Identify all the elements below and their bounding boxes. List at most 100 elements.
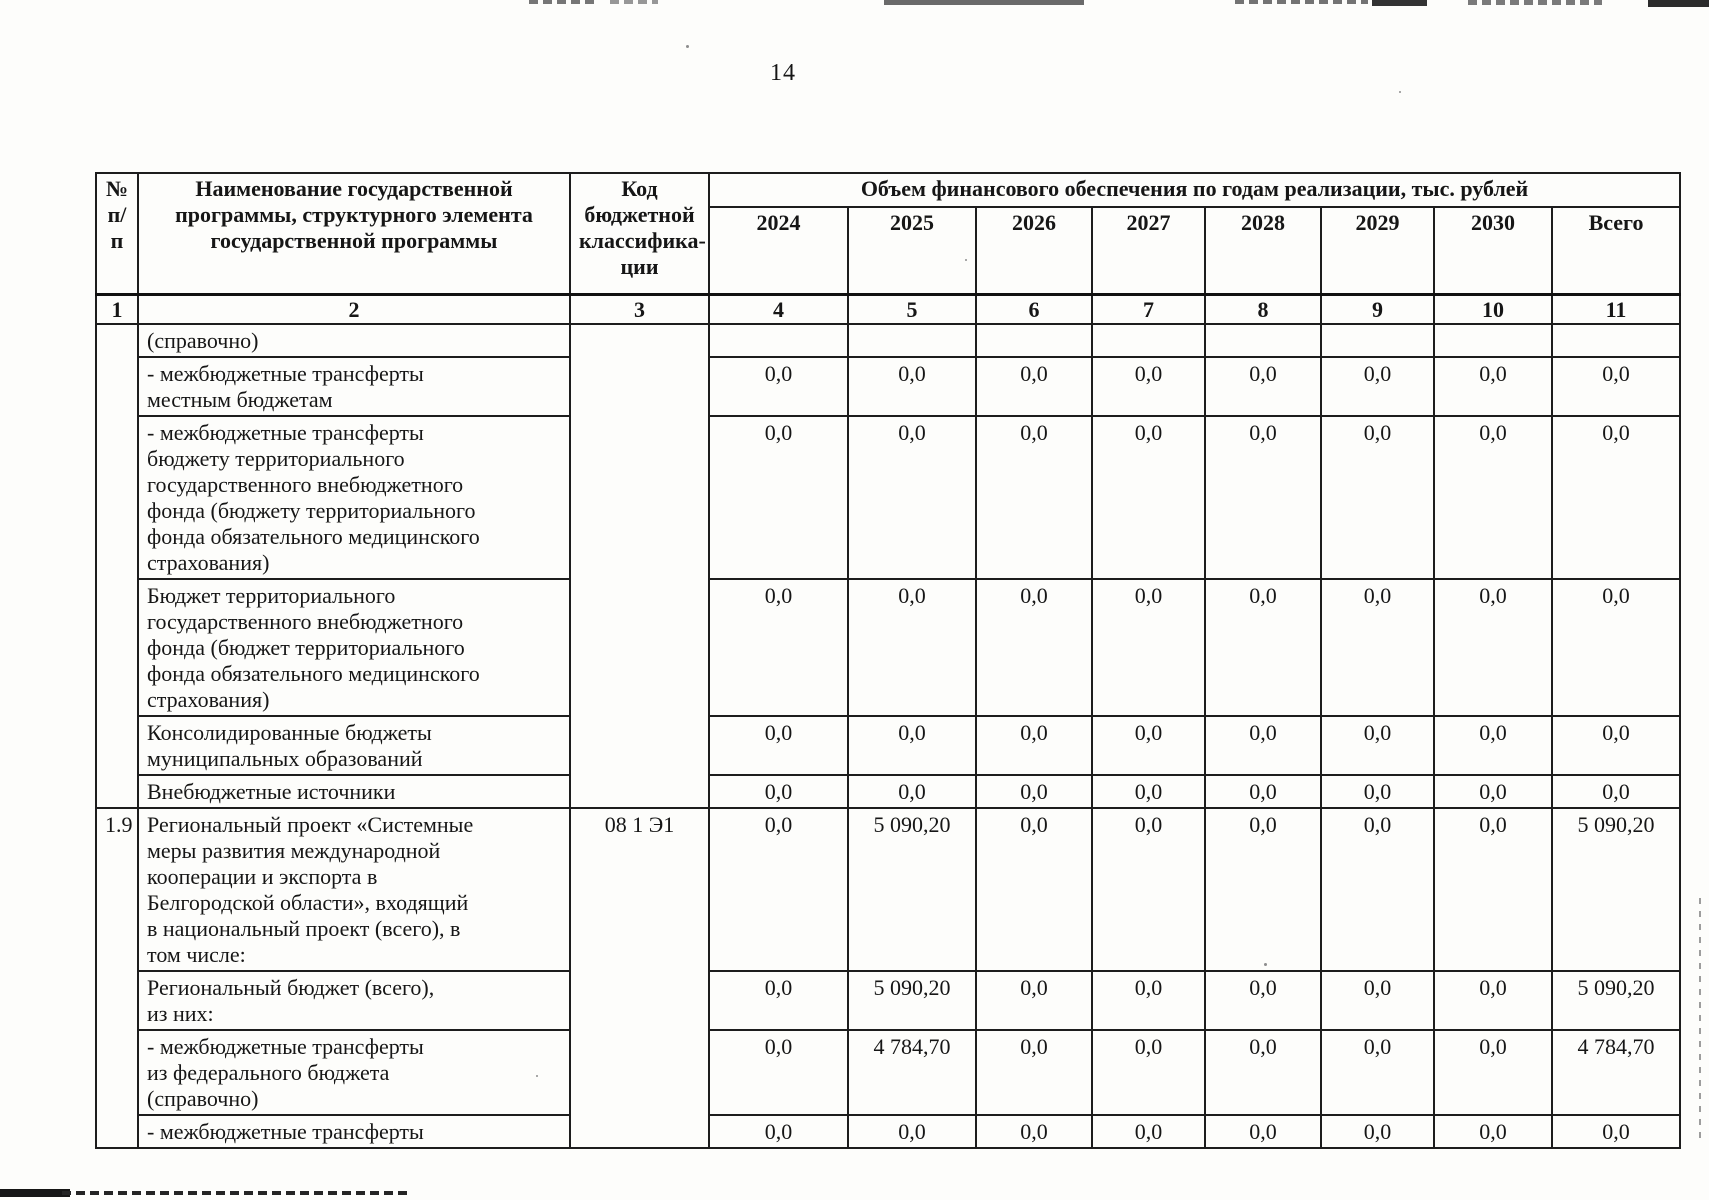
column-index-3: 3	[569, 292, 710, 325]
value-cell: 0,0	[1204, 1113, 1322, 1149]
row-name-cell: - межбюджетные трансферты местным бюджет…	[137, 355, 571, 417]
scan-artifact-top-5	[1372, 0, 1427, 6]
row-name-cell: Внебюджетные источники	[137, 773, 571, 809]
table-row: Внебюджетные источники 0,0 0,0 0,0 0,0 0,0 0,0…	[96, 773, 1682, 809]
value-cell: 0,0	[1091, 355, 1206, 417]
year-header-2029: 2029	[1320, 206, 1435, 295]
table-row: Региональный бюджет (всего), из них: 0,0 5…	[96, 969, 1682, 1031]
value-cell: 0,0	[708, 806, 849, 972]
col-header-name: Наименование государственной программы, …	[137, 172, 571, 295]
value-cell: 0,0	[1433, 577, 1553, 717]
total-value-cell: 0,0	[1550, 714, 1682, 776]
value-cell: 0,0	[1320, 414, 1435, 580]
total-value-cell: 0,0	[1550, 577, 1682, 717]
scan-artifact-top-1	[529, 0, 599, 4]
year-header-2030: 2030	[1433, 206, 1553, 295]
header-row-years: 2024 2025 2026 2027 2028 2029 2030 Всего	[96, 206, 1682, 295]
total-value-cell	[1550, 322, 1682, 358]
value-cell: 0,0	[1320, 773, 1435, 809]
value-cell: 5 090,20	[847, 806, 977, 972]
column-index-4: 4	[708, 292, 849, 325]
value-cell: 0,0	[1433, 355, 1553, 417]
value-cell: 4 784,70	[847, 1028, 977, 1116]
column-index-8: 8	[1204, 292, 1322, 325]
value-cell: 0,0	[1204, 773, 1322, 809]
scan-artifact-bottom-1	[0, 1189, 70, 1197]
value-cell: 0,0	[1320, 1028, 1435, 1116]
table-row: 1.9 Региональный проект «Системные меры р…	[95, 806, 1682, 1149]
scan-artifact-bottom-2	[62, 1191, 407, 1195]
value-cell: 0,0	[975, 1113, 1093, 1149]
total-value-cell: 0,0	[1550, 1113, 1682, 1149]
scan-artifact-top-2	[610, 0, 658, 4]
table-row: (справочно)	[95, 322, 1682, 809]
total-value-cell: 4 784,70	[1550, 1028, 1682, 1116]
value-cell: 0,0	[1320, 577, 1435, 717]
value-cell: 0,0	[847, 714, 977, 776]
value-cell: 0,0	[975, 773, 1093, 809]
scan-artifact-top-7	[1648, 0, 1709, 7]
row-name-cell: Бюджет территориального государственного…	[137, 577, 571, 717]
value-cell: 0,0	[1320, 806, 1435, 972]
page-number: 14	[770, 60, 796, 86]
row-name-cell: Консолидированные бюджеты муниципальных …	[137, 714, 571, 776]
value-cell: 0,0	[847, 577, 977, 717]
value-cell	[975, 322, 1093, 358]
budget-code-cell	[569, 322, 710, 809]
value-cell: 5 090,20	[847, 969, 977, 1031]
value-cell: 0,0	[1320, 1113, 1435, 1149]
value-cell: 0,0	[975, 714, 1093, 776]
scan-artifact-top-6	[1468, 0, 1602, 5]
year-header-2026: 2026	[975, 206, 1093, 295]
table-row: - межбюджетные трансферты 0,0 0,0 0,0 0,0 0,0…	[96, 1113, 1682, 1149]
scan-artifact-top-3	[884, 0, 1084, 5]
value-cell	[708, 322, 849, 358]
value-cell: 0,0	[708, 1028, 849, 1116]
value-cell: 0,0	[1433, 1113, 1553, 1149]
header-row-1: № п/п Наименование государственной прогр…	[95, 172, 1682, 295]
total-header: Всего	[1550, 206, 1682, 295]
table-row: Консолидированные бюджеты муниципальных …	[96, 714, 1682, 776]
value-cell: 0,0	[975, 1028, 1093, 1116]
column-index-2: 2	[137, 292, 571, 325]
value-cell: 0,0	[847, 1113, 977, 1149]
total-value-cell: 5 090,20	[1550, 806, 1682, 972]
table-row: - межбюджетные трансферты местным бюджет…	[96, 355, 1682, 417]
table-body: (справочно) - межбюджетные трансферты мес…	[95, 322, 1682, 1149]
table-row: Бюджет территориального государственного…	[96, 577, 1682, 717]
value-cell: 0,0	[1091, 577, 1206, 717]
value-cell: 0,0	[847, 414, 977, 580]
value-cell: 0,0	[975, 806, 1093, 972]
value-cell: 0,0	[1091, 714, 1206, 776]
value-cell: 0,0	[975, 969, 1093, 1031]
column-index-5: 5	[847, 292, 977, 325]
value-cell: 0,0	[1091, 1113, 1206, 1149]
value-cell: 0,0	[1204, 1028, 1322, 1116]
total-value-cell: 5 090,20	[1550, 969, 1682, 1031]
row-name-cell: Региональный бюджет (всего), из них:	[137, 969, 571, 1031]
value-cell: 0,0	[847, 773, 977, 809]
value-cell: 0,0	[1204, 714, 1322, 776]
table-row: - межбюджетные трансферты из федеральног…	[96, 1028, 1682, 1116]
value-cell: 0,0	[847, 355, 977, 417]
scan-artifact-right-edge	[1699, 898, 1701, 1138]
budget-code-cell: 08 1 Э1	[569, 806, 710, 1149]
row-name-cell: Региональный проект «Системные меры разв…	[137, 806, 571, 972]
column-index-6: 6	[975, 292, 1093, 325]
value-cell: 0,0	[708, 1113, 849, 1149]
header-row-index: 1 2 3 4 5 6 7 8 9 10 11	[95, 292, 1682, 325]
value-cell: 0,0	[708, 969, 849, 1031]
total-value-cell: 0,0	[1550, 773, 1682, 809]
value-cell: 0,0	[1091, 414, 1206, 580]
value-cell: 0,0	[708, 714, 849, 776]
row-name-cell: - межбюджетные трансферты бюджету террит…	[137, 414, 571, 580]
value-cell	[1204, 322, 1322, 358]
value-cell: 0,0	[1433, 714, 1553, 776]
total-value-cell: 0,0	[1550, 355, 1682, 417]
value-cell: 0,0	[1320, 355, 1435, 417]
value-cell: 0,0	[1320, 714, 1435, 776]
column-index-10: 10	[1433, 292, 1553, 325]
column-index-7: 7	[1091, 292, 1206, 325]
col-header-num: № п/п	[95, 172, 139, 295]
year-header-2024: 2024	[708, 206, 849, 295]
